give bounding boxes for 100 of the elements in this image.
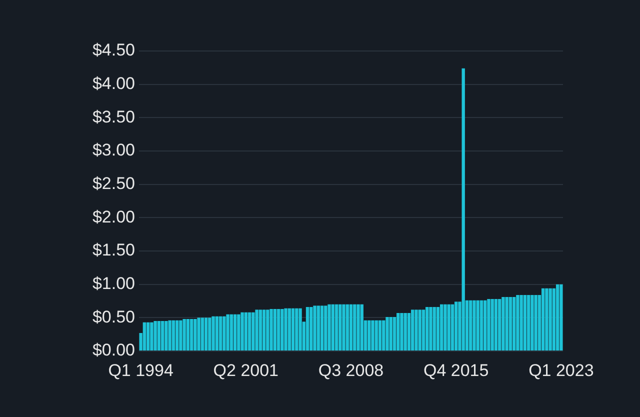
y-tick-label: $4.00 (92, 74, 135, 94)
bar (404, 313, 407, 350)
bar (222, 316, 226, 350)
bar (295, 308, 298, 350)
bar (480, 300, 484, 350)
bar (240, 312, 244, 350)
y-tick-label: $2.50 (92, 174, 135, 194)
bar (273, 309, 276, 350)
bar (150, 322, 154, 350)
bar (298, 308, 302, 350)
bar (212, 316, 215, 350)
y-tick-label: $3.00 (92, 140, 135, 160)
bar (360, 304, 364, 350)
bar (444, 304, 447, 350)
bar (157, 321, 161, 350)
bar (476, 300, 480, 350)
bar (530, 295, 534, 350)
bar (310, 307, 313, 350)
bar (320, 306, 324, 350)
y-tick-label: $3.50 (92, 107, 135, 126)
bar (353, 304, 356, 350)
bar (154, 321, 157, 350)
y-tick-label: $0.50 (92, 307, 135, 326)
bar (200, 318, 204, 350)
bar (520, 295, 523, 350)
bar (487, 299, 490, 350)
bar (338, 304, 342, 350)
bar (462, 68, 465, 350)
bar (186, 319, 190, 350)
bar (190, 319, 194, 350)
bar (255, 310, 258, 350)
bar (556, 284, 560, 350)
bar (168, 320, 172, 350)
bar (382, 320, 386, 350)
bar (432, 307, 436, 350)
bar (342, 304, 346, 350)
bar (233, 314, 237, 350)
bar (450, 304, 454, 350)
bar (349, 304, 353, 350)
bar (331, 304, 334, 350)
bar (288, 308, 291, 350)
bar (237, 314, 240, 350)
bar (545, 288, 548, 350)
bar (374, 320, 378, 350)
bar (252, 312, 255, 350)
bar (284, 308, 288, 350)
bar (505, 297, 508, 350)
bar (411, 310, 414, 350)
bar (560, 284, 563, 350)
bar (182, 319, 186, 350)
bar (414, 310, 418, 350)
bar (172, 320, 176, 350)
bar (276, 309, 280, 350)
bar (548, 288, 552, 350)
bar (280, 309, 284, 350)
bar (494, 299, 498, 350)
bar (146, 322, 150, 350)
bar (262, 310, 266, 350)
bar (436, 307, 440, 350)
bar (164, 321, 168, 350)
bar (179, 320, 182, 350)
bar (248, 312, 252, 350)
bar (526, 295, 530, 350)
bar (447, 304, 450, 350)
bar (334, 304, 338, 350)
y-tick-label: $4.50 (92, 40, 135, 60)
bar (215, 316, 219, 350)
bar (498, 299, 502, 350)
y-tick-label: $1.50 (92, 240, 135, 260)
y-tick-label: $0.00 (92, 340, 135, 360)
bar (204, 318, 208, 350)
bar (552, 288, 556, 350)
bar (244, 312, 248, 350)
bar (291, 308, 295, 350)
bar (422, 310, 426, 350)
x-tick-label: Q1 1994 (108, 360, 174, 380)
bar (386, 317, 389, 350)
bar (346, 304, 349, 350)
bar (407, 313, 411, 350)
bar (508, 297, 512, 350)
bar (316, 306, 320, 350)
bar (160, 321, 164, 350)
bar (502, 297, 505, 350)
bar (208, 318, 212, 350)
bar (230, 314, 234, 350)
bar (418, 310, 422, 350)
bar (328, 304, 331, 350)
bar (142, 322, 146, 350)
x-tick-label: Q4 2015 (423, 360, 489, 380)
bar (258, 310, 262, 350)
bar (472, 300, 476, 350)
bar (454, 302, 458, 350)
bar (512, 297, 516, 350)
bar (429, 307, 432, 350)
bar (396, 313, 400, 350)
bar (490, 299, 494, 350)
bar (483, 300, 487, 350)
bar (523, 295, 527, 350)
x-tick-label: Q1 2023 (528, 360, 594, 380)
bar (306, 307, 310, 350)
